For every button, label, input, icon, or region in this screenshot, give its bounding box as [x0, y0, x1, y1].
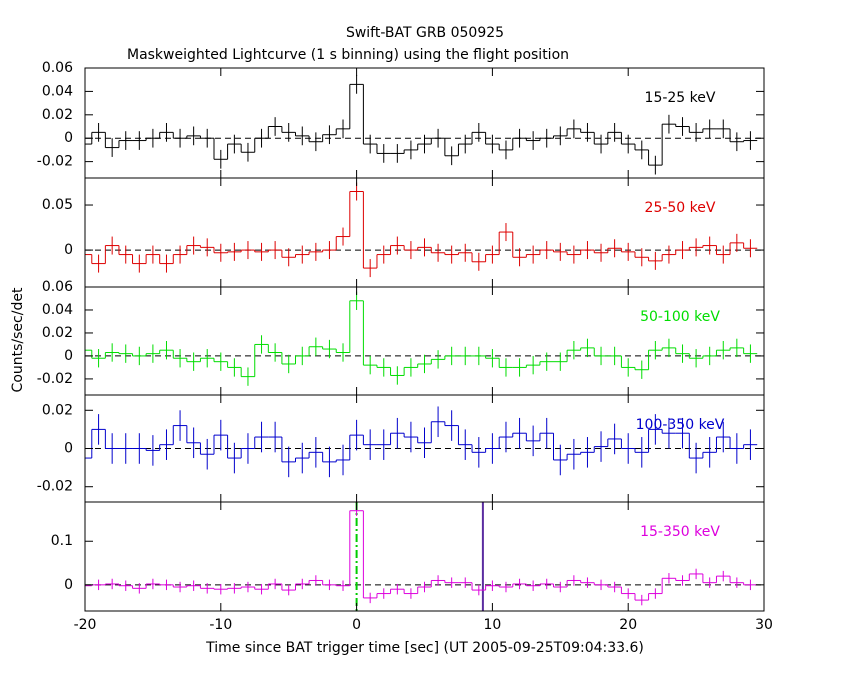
series-label: 50-100 keV — [640, 309, 720, 325]
panel — [85, 75, 764, 175]
panel — [85, 502, 764, 611]
series-label: 15-25 keV — [645, 90, 716, 106]
x-tick-label: 20 — [619, 617, 637, 633]
panel-frame — [84, 501, 765, 612]
panel-frame — [84, 177, 765, 288]
y-tick-label: 0.06 — [42, 60, 73, 76]
x-tick-label: -10 — [209, 617, 232, 633]
y-tick-label: -0.02 — [37, 479, 73, 495]
chart-title: Swift-BAT GRB 050925 — [346, 25, 504, 41]
series-label: 100-350 keV — [636, 417, 725, 433]
y-tick-label: 0.1 — [51, 533, 73, 549]
panel — [85, 406, 764, 478]
y-tick-label: 0.06 — [42, 279, 73, 295]
y-tick-label: 0 — [64, 130, 73, 146]
y-tick-label: -0.02 — [37, 154, 73, 170]
panel — [85, 182, 764, 278]
y-tick-label: 0.04 — [42, 302, 73, 318]
x-axis-label: Time since BAT trigger time [sec] (UT 20… — [205, 640, 644, 656]
y-tick-label: 0 — [64, 577, 73, 593]
panel — [85, 291, 764, 386]
series-label: 25-50 keV — [645, 200, 716, 216]
y-tick-label: 0.02 — [42, 325, 73, 341]
y-tick-label: 0 — [64, 348, 73, 364]
y-tick-label: 0.02 — [42, 402, 73, 418]
y-tick-label: 0.02 — [42, 107, 73, 123]
x-tick-label: 30 — [755, 617, 773, 633]
y-tick-label: 0 — [64, 242, 73, 258]
y-tick-label: -0.02 — [37, 371, 73, 387]
x-tick-label: 0 — [352, 617, 361, 633]
y-tick-label: 0 — [64, 441, 73, 457]
y-tick-label: 0.04 — [42, 83, 73, 99]
x-tick-label: 10 — [483, 617, 501, 633]
x-tick-label: -20 — [74, 617, 97, 633]
y-tick-label: 0.05 — [42, 197, 73, 213]
panel-frame — [84, 286, 765, 396]
chart-subtitle: Maskweighted Lightcurve (1 s binning) us… — [127, 47, 569, 63]
y-axis-label: Counts/sec/det — [10, 287, 26, 392]
series-label: 15-350 keV — [640, 524, 720, 540]
